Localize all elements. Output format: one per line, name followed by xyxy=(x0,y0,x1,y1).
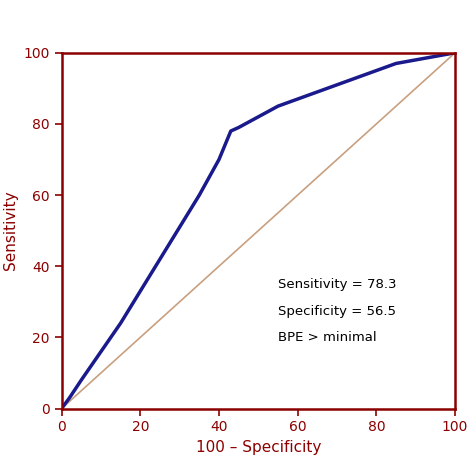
Y-axis label: Sensitivity: Sensitivity xyxy=(3,191,18,270)
Text: BPE > minimal: BPE > minimal xyxy=(278,331,377,344)
X-axis label: 100 – Specificity: 100 – Specificity xyxy=(196,440,321,455)
Text: Sensitivity = 78.3: Sensitivity = 78.3 xyxy=(278,278,396,291)
Text: Specificity = 56.5: Specificity = 56.5 xyxy=(278,305,396,318)
